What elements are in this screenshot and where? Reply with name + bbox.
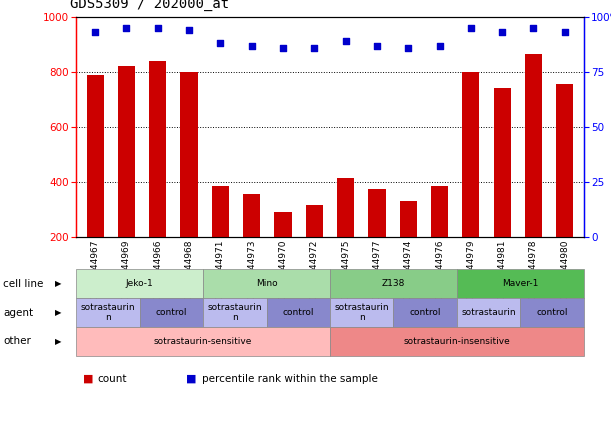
Bar [400,201,417,237]
Bar [180,72,198,237]
Text: ▶: ▶ [55,337,62,346]
Text: percentile rank within the sample: percentile rank within the sample [202,374,378,384]
Text: Z138: Z138 [382,279,405,288]
Text: GDS5309 / 202000_at: GDS5309 / 202000_at [70,0,229,11]
Text: agent: agent [3,308,33,318]
Text: control: control [536,308,568,317]
Text: sotrastaurin
n: sotrastaurin n [208,303,262,322]
Bar [337,178,354,237]
Text: ■: ■ [186,374,197,384]
Text: ▶: ▶ [55,308,62,317]
Point [184,27,194,33]
Bar [149,61,166,237]
Text: Jeko-1: Jeko-1 [126,279,153,288]
Bar [431,186,448,237]
Text: cell line: cell line [3,279,43,289]
Bar [118,66,135,237]
Text: sotrastaurin: sotrastaurin [461,308,516,317]
Bar [212,186,229,237]
Bar [306,205,323,237]
Text: Mino: Mino [256,279,277,288]
Text: sotrastaurin
n: sotrastaurin n [334,303,389,322]
Bar [368,189,386,237]
Bar [243,194,260,237]
Point [403,44,413,51]
Point [372,42,382,49]
Point [90,29,100,36]
Text: ▶: ▶ [55,279,62,288]
Bar [87,75,104,237]
Text: ■: ■ [82,374,93,384]
Bar [274,212,291,237]
Point [216,40,225,47]
Text: sotrastaurin-insensitive: sotrastaurin-insensitive [403,337,510,346]
Bar [525,54,542,237]
Point [153,25,163,31]
Text: sotrastaurin-sensitive: sotrastaurin-sensitive [154,337,252,346]
Point [466,25,476,31]
Bar [494,88,511,237]
Text: control: control [409,308,441,317]
Text: Maver-1: Maver-1 [502,279,538,288]
Text: sotrastaurin
n: sotrastaurin n [81,303,136,322]
Bar [462,72,480,237]
Point [529,25,538,31]
Point [309,44,319,51]
Text: control: control [282,308,314,317]
Point [434,42,444,49]
Point [247,42,257,49]
Text: count: count [98,374,127,384]
Text: control: control [156,308,187,317]
Point [341,38,351,44]
Bar [556,84,573,237]
Text: other: other [3,336,31,346]
Point [497,29,507,36]
Point [278,44,288,51]
Point [560,29,569,36]
Point [122,25,131,31]
